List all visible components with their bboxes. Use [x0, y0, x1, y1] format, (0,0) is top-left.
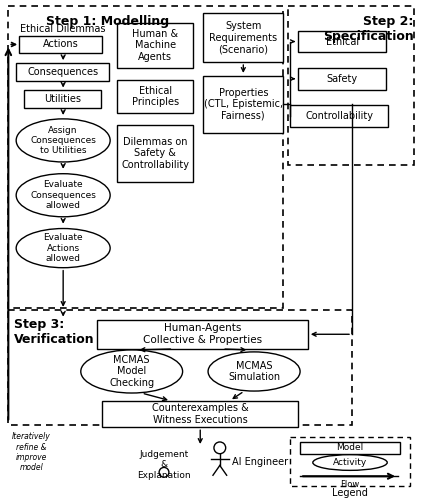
- Text: Properties
(CTL, Epistemic,
Fairness): Properties (CTL, Epistemic, Fairness): [204, 88, 283, 121]
- Text: Step 1: Modelling: Step 1: Modelling: [46, 15, 169, 28]
- Bar: [117, 80, 193, 113]
- Text: Actions: Actions: [43, 40, 78, 50]
- Bar: [288, 6, 414, 165]
- Text: Flow: Flow: [341, 480, 360, 489]
- Bar: [97, 320, 308, 349]
- Bar: [117, 23, 193, 68]
- Text: Evaluate
Consequences
allowed: Evaluate Consequences allowed: [30, 180, 96, 210]
- Text: Human-Agents
Collective & Properties: Human-Agents Collective & Properties: [143, 324, 262, 345]
- Ellipse shape: [16, 119, 110, 162]
- Text: Ethical Dilemmas: Ethical Dilemmas: [20, 24, 106, 34]
- Text: MCMAS
Model
Checking: MCMAS Model Checking: [109, 355, 154, 388]
- Bar: [290, 105, 388, 126]
- Bar: [298, 68, 386, 90]
- Text: AI Engineer: AI Engineer: [232, 456, 288, 466]
- Text: Consequences: Consequences: [27, 67, 98, 77]
- Bar: [300, 442, 400, 454]
- Bar: [290, 437, 410, 486]
- Text: Controllability: Controllability: [305, 111, 373, 121]
- Text: Legend: Legend: [332, 488, 368, 498]
- Bar: [102, 401, 298, 427]
- Text: System
Requirements
(Scenario): System Requirements (Scenario): [209, 21, 277, 54]
- Bar: [298, 31, 386, 52]
- Text: Step 2:
Specification: Step 2: Specification: [323, 15, 414, 43]
- Text: Step 3:
Verification: Step 3: Verification: [14, 318, 95, 345]
- Bar: [8, 310, 352, 426]
- Text: Judgement
&
Explanation: Judgement & Explanation: [137, 450, 191, 480]
- Ellipse shape: [313, 454, 387, 470]
- Text: Iteratively
refine &
improve
model: Iteratively refine & improve model: [12, 432, 51, 472]
- Text: Assign
Consequences
to Utilities: Assign Consequences to Utilities: [30, 126, 96, 156]
- Ellipse shape: [81, 350, 183, 393]
- Text: Dilemmas on
Safety &
Controllability: Dilemmas on Safety & Controllability: [121, 136, 189, 170]
- Text: Utilities: Utilities: [44, 94, 81, 104]
- Bar: [203, 76, 284, 132]
- Text: Human &
Machine
Agents: Human & Machine Agents: [132, 29, 178, 62]
- Bar: [24, 90, 101, 108]
- Circle shape: [214, 442, 226, 454]
- Ellipse shape: [16, 174, 110, 217]
- Text: Ethical: Ethical: [326, 36, 359, 46]
- Text: Evaluate
Actions
allowed: Evaluate Actions allowed: [43, 233, 83, 263]
- Bar: [16, 63, 109, 80]
- Ellipse shape: [16, 228, 110, 268]
- Text: Safety: Safety: [327, 74, 358, 84]
- Ellipse shape: [208, 352, 300, 391]
- Text: Model: Model: [336, 444, 364, 452]
- Text: MCMAS
Simulation: MCMAS Simulation: [228, 360, 280, 382]
- Bar: [117, 125, 193, 182]
- Text: Counterexamples &
Witness Executions: Counterexamples & Witness Executions: [152, 404, 249, 425]
- Bar: [19, 36, 102, 54]
- Circle shape: [159, 468, 169, 477]
- Text: Ethical
Principles: Ethical Principles: [132, 86, 179, 107]
- Bar: [203, 13, 284, 62]
- Bar: [8, 6, 284, 308]
- Text: Activity: Activity: [333, 458, 367, 467]
